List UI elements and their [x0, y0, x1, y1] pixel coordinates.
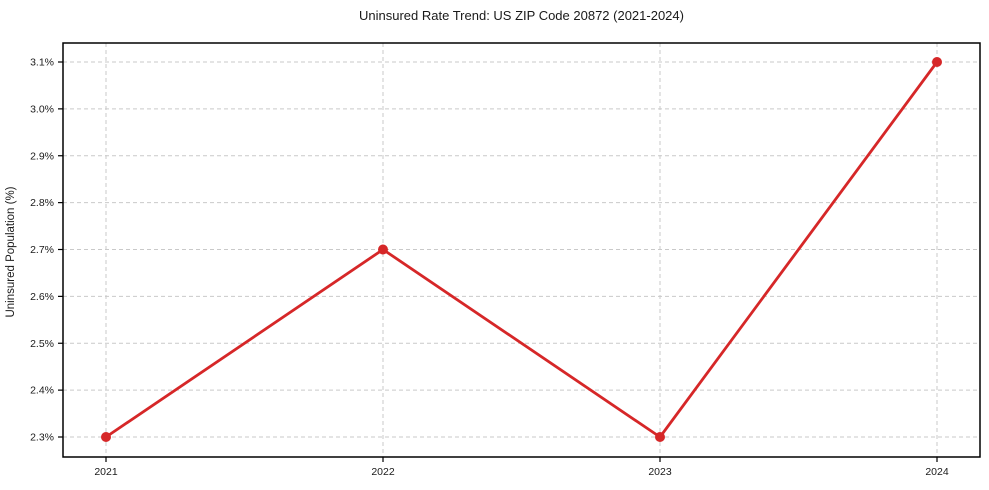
y-tick-label: 2.4% — [30, 385, 54, 397]
x-tick-label-2024: 2024 — [925, 466, 949, 478]
y-tick-label: 2.9% — [30, 150, 54, 162]
y-tick-label: 2.8% — [30, 197, 54, 209]
trend-line-uninsured-rate — [104, 60, 939, 439]
chart-title: Uninsured Rate Trend: US ZIP Code 20872 … — [359, 8, 684, 23]
x-tick-label-2023: 2023 — [648, 466, 672, 478]
x-tick-label-2021: 2021 — [94, 466, 118, 478]
y-tick-label: 3.0% — [30, 103, 54, 115]
y-tick-label: 2.7% — [30, 244, 54, 256]
data-point-2023 — [655, 432, 665, 442]
x-tick-label-2022: 2022 — [371, 466, 395, 478]
data-point-2022 — [378, 244, 388, 255]
y-tick-label: 3.1% — [30, 57, 54, 69]
y-tick-label: 2.5% — [30, 338, 54, 350]
y-tick-label: 2.6% — [30, 291, 54, 303]
data-point-2021 — [101, 432, 111, 442]
y-tick-label: 2.3% — [30, 432, 54, 444]
data-point-2024 — [932, 57, 942, 67]
